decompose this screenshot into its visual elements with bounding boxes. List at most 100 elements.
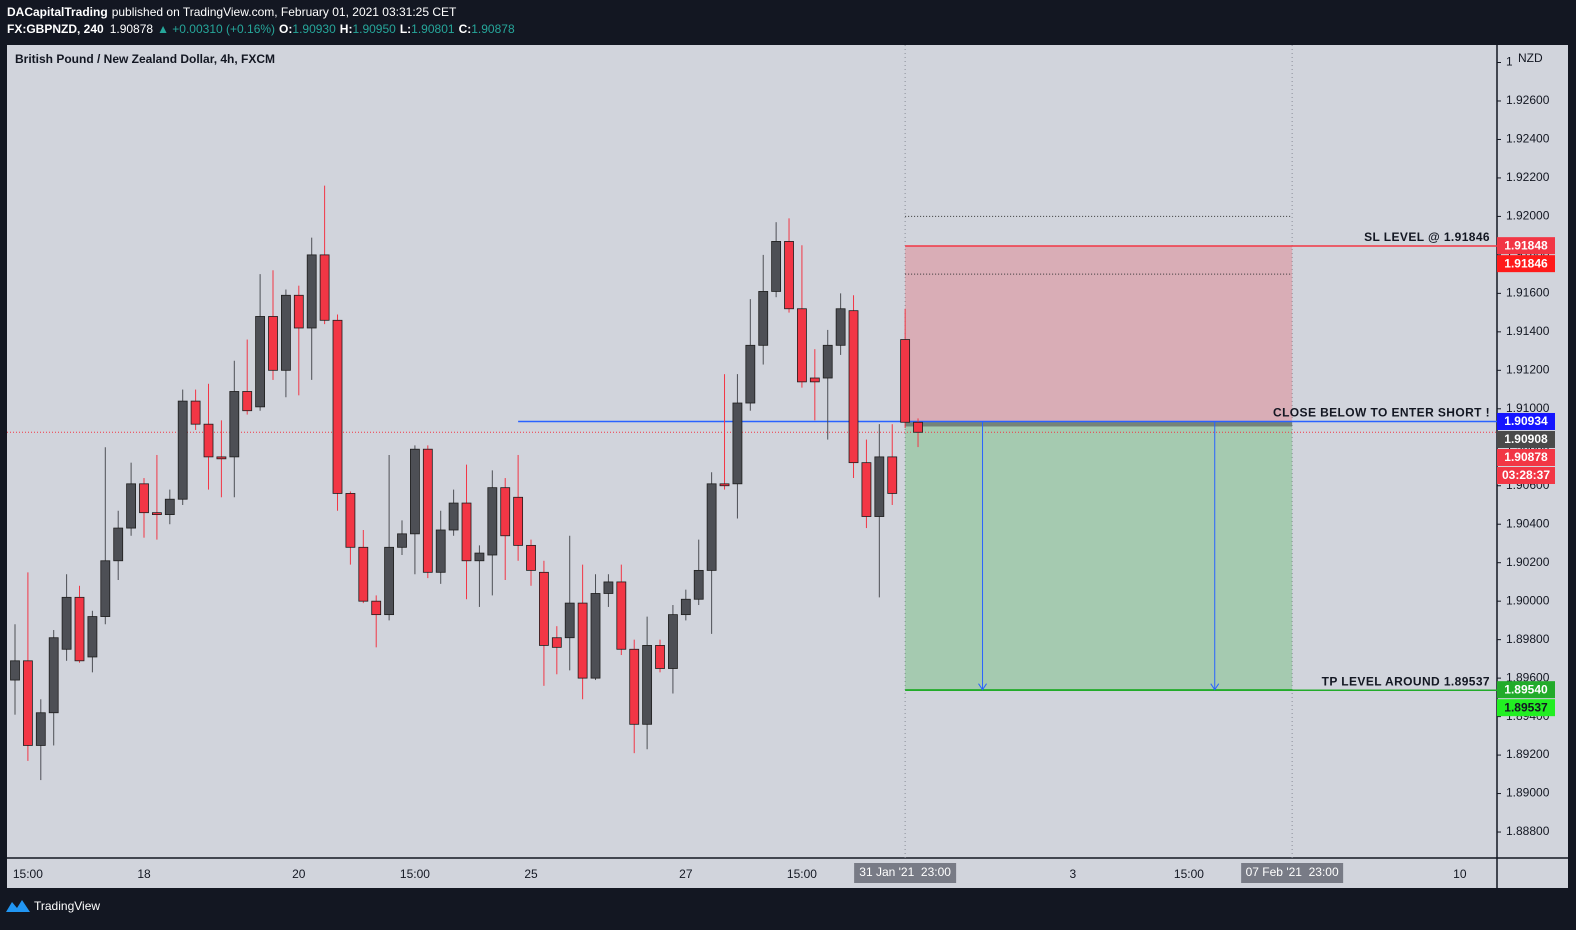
- header-line-1: DACapitalTrading published on TradingView…: [7, 5, 457, 19]
- candle-body: [177, 400, 188, 500]
- y-tick-label: 1.92200: [1506, 170, 1550, 184]
- candle-body: [655, 645, 665, 669]
- stop-zone: [905, 245, 1293, 422]
- y-tick-label: 1.90000: [1506, 593, 1550, 607]
- candle-body: [874, 456, 885, 517]
- level-label: SL LEVEL @ 1.91846: [1364, 230, 1490, 244]
- brand: TradingView: [34, 899, 100, 913]
- y-tick-label: 1.88800: [1506, 824, 1550, 838]
- candle-body: [281, 294, 291, 371]
- header-line-2: FX:GBPNZD, 240 1.90878 ▲ +0.00310 (+0.16%)…: [7, 22, 515, 36]
- candle-body: [887, 456, 898, 494]
- ohlc-key: O:: [279, 22, 292, 36]
- candle-body: [913, 421, 923, 433]
- countdown-label: 03:28:37: [1502, 468, 1550, 482]
- price-label: 1.90934: [1504, 414, 1548, 428]
- candle-body: [500, 487, 511, 537]
- y-tick-label: 1.92000: [1506, 209, 1550, 223]
- x-tick-label: 18: [137, 867, 151, 881]
- symbol: FX:GBPNZD, 240: [7, 22, 104, 36]
- candle-body: [371, 600, 382, 616]
- candle-body: [526, 544, 536, 571]
- ohlc-value: 1.90950: [352, 22, 396, 36]
- candle-body: [474, 552, 485, 562]
- candle-body: [87, 616, 98, 658]
- price-label-box: [1497, 430, 1555, 448]
- target-zone: [905, 421, 1293, 690]
- candle-body: [435, 529, 446, 573]
- candle-body: [668, 614, 678, 669]
- candle-body: [397, 533, 407, 548]
- candle-body: [797, 308, 807, 383]
- x-tick-label: 15:00: [13, 867, 43, 881]
- candle-body: [345, 493, 356, 548]
- price-label-box: [1497, 699, 1555, 717]
- fill-band: [905, 421, 1293, 427]
- candle-body: [603, 581, 614, 594]
- price-label: 1.90908: [1504, 432, 1548, 446]
- candle-body: [293, 294, 304, 329]
- overlay: British Pound / New Zealand Dollar, 4h, …: [6, 50, 1550, 913]
- x-tick-label: 15:00: [787, 867, 817, 881]
- candle-body: [564, 602, 575, 639]
- x-tick-label: 3: [1069, 867, 1076, 881]
- y-tick-label: 1.92400: [1506, 132, 1550, 146]
- y-tick-label: 1.89800: [1506, 632, 1550, 646]
- ohlc-value: 1.90930: [292, 22, 336, 36]
- y-tick-label: 1.91400: [1506, 324, 1550, 338]
- candle-body: [384, 546, 395, 616]
- price-label: 1.89540: [1504, 682, 1548, 696]
- candle-body: [35, 712, 46, 746]
- time-marker-label: 31 Jan '21 23:00: [859, 865, 951, 879]
- price-label: 1.89537: [1504, 700, 1548, 714]
- candle-body: [203, 423, 214, 458]
- candle-body: [680, 598, 691, 616]
- candle-body: [139, 483, 149, 514]
- candle-body: [835, 308, 846, 346]
- candle-body: [268, 316, 278, 371]
- price-label-box: [1497, 412, 1555, 430]
- y-tick-label: 1.90400: [1506, 516, 1550, 530]
- candle-body: [229, 391, 240, 458]
- candle-body: [113, 527, 124, 562]
- y-tick-label: 1.89200: [1506, 747, 1550, 761]
- price-label: 1.91846: [1504, 256, 1548, 270]
- candle-body: [190, 400, 201, 425]
- candle-body: [22, 660, 33, 746]
- candle-body: [642, 645, 653, 725]
- candle-body: [745, 344, 756, 404]
- candle-body: [487, 487, 498, 556]
- candle-body: [590, 593, 601, 679]
- candle-body: [152, 512, 162, 516]
- chart-panel: [7, 45, 1568, 888]
- candle-body: [100, 560, 111, 617]
- candle-body: [216, 456, 227, 460]
- x-tick-label: 27: [679, 867, 693, 881]
- candle-body: [358, 546, 369, 602]
- price-label: 1.91848: [1504, 238, 1548, 252]
- candle-body: [861, 462, 872, 517]
- candle-body: [306, 254, 317, 329]
- candle-body: [784, 241, 794, 310]
- candle-body: [822, 344, 833, 379]
- y-tick-label: 1.91000: [1506, 401, 1550, 415]
- ohlc-value: 1.90878: [471, 22, 515, 36]
- chart-title: British Pound / New Zealand Dollar, 4h, …: [15, 52, 275, 66]
- candle-body: [706, 483, 717, 571]
- candle-body: [242, 391, 253, 412]
- level-label: TP LEVEL AROUND 1.89537: [1322, 674, 1490, 688]
- ohlc-key: L:: [400, 22, 411, 36]
- x-tick-label: 20: [292, 867, 306, 881]
- candle-body: [332, 319, 343, 494]
- candle-body: [693, 569, 704, 600]
- candle-body: [10, 660, 20, 681]
- brand-logo: [6, 900, 30, 912]
- time-marker-label: 07 Feb '21 23:00: [1246, 865, 1339, 879]
- candle-body: [771, 241, 782, 292]
- candle-body: [551, 637, 562, 648]
- currency: NZD: [1518, 51, 1543, 65]
- candle-body: [629, 648, 640, 725]
- candle-body: [164, 498, 175, 516]
- last-price: 1.90878: [110, 22, 154, 36]
